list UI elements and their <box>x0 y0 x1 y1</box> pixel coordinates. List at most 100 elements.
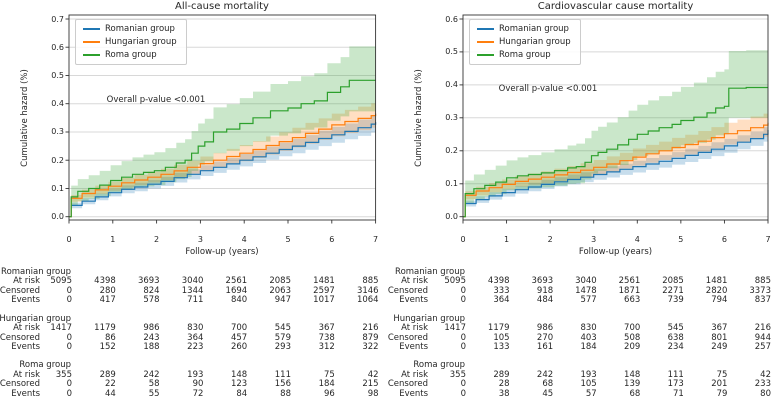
legend: Romanian group Hungarian group Roma group <box>469 19 581 65</box>
x-tick-label: 7 <box>373 235 379 244</box>
risk-table-cell: 484 <box>536 295 554 305</box>
risk-table-cell: 280 <box>99 285 116 296</box>
risk-table-cell: 293 <box>274 342 291 352</box>
x-tick-label: 4 <box>634 235 640 244</box>
y-tick-label: 0.0 <box>51 212 64 222</box>
risk-table-cell: 90 <box>192 379 204 389</box>
risk-table-cell: 545 <box>274 323 291 333</box>
risk-table-cell: 947 <box>274 295 291 305</box>
y-axis-label: Cumulative hazard (%) <box>19 69 30 167</box>
risk-table-cell: 457 <box>230 332 248 343</box>
risk-table-cell: 28 <box>498 379 510 389</box>
y-tick-label: 0.3 <box>445 113 458 123</box>
y-tick-label: 0.6 <box>445 14 458 24</box>
hazard-line-hungarian-group <box>69 113 377 218</box>
risk-table-cell: 86 <box>104 332 116 343</box>
y-tick-label: 0.1 <box>445 179 458 189</box>
risk-table-cell: 2271 <box>662 285 684 296</box>
risk-table-cell: 38 <box>498 388 510 399</box>
risk-table-cell: 42 <box>760 369 771 380</box>
risk-table-row-label: Censored <box>0 285 40 296</box>
risk-table-group-name: Romanian group <box>395 266 465 277</box>
risk-table-cell: 0 <box>460 379 466 389</box>
risk-table-cell: 88 <box>280 388 291 399</box>
risk-table-cell: 1417 <box>444 323 466 333</box>
risk-table-cell: 1344 <box>181 285 204 296</box>
risk-table-cell: 3146 <box>356 285 379 296</box>
x-tick-label: 3 <box>591 235 597 244</box>
risk-table-cell: 801 <box>711 332 728 343</box>
risk-table-cell: 156 <box>274 379 291 389</box>
risk-table-cell: 209 <box>624 342 641 352</box>
risk-table-cell: 249 <box>711 342 728 352</box>
risk-table-cell: 80 <box>760 388 771 399</box>
risk-table-cell: 3040 <box>575 276 597 286</box>
y-tick-label: 0.0 <box>445 212 458 222</box>
risk-table-cell: 111 <box>667 369 684 380</box>
chart-title-cardiovascular: Cardiovascular cause mortality <box>537 1 694 12</box>
risk-table-cell: 84 <box>236 388 248 399</box>
risk-table-cell: 216 <box>754 323 771 333</box>
risk-table-cell: 72 <box>192 388 204 399</box>
risk-table-row-label: Censored <box>0 332 40 343</box>
hazard-line-hungarian-group <box>463 122 769 218</box>
risk-table-cell: 289 <box>493 369 510 380</box>
risk-table-cell: 234 <box>667 342 684 352</box>
risk-table-row-label: Events <box>11 295 40 305</box>
risk-table-cell: 1179 <box>487 323 510 333</box>
risk-table-cell: 188 <box>143 342 160 352</box>
risk-table-cell: 1694 <box>225 285 248 296</box>
risk-table-cell: 0 <box>460 285 466 296</box>
risk-table-cell: 700 <box>624 323 641 333</box>
risk-table-cell: 0 <box>460 332 466 343</box>
risk-table-cell: 638 <box>667 332 684 343</box>
risk-table-cell: 333 <box>493 285 510 296</box>
risk-table-row-label: Events <box>399 342 428 352</box>
risk-table-group-name: Roma group <box>19 360 71 370</box>
risk-table-cell: 260 <box>230 342 248 352</box>
risk-table-cell: 322 <box>362 342 379 352</box>
risk-table-cell: 364 <box>187 332 204 343</box>
confidence-band-romanian-group <box>69 113 376 217</box>
x-tick-label: 5 <box>678 235 684 244</box>
x-axis-label: Follow-up (years) <box>578 247 653 257</box>
risk-table-cell: 830 <box>580 323 597 333</box>
x-tick-label: 2 <box>547 235 553 244</box>
risk-table-cell: 1481 <box>705 276 728 286</box>
risk-table-cell: 75 <box>716 369 728 380</box>
risk-table-cell: 0 <box>66 295 72 305</box>
risk-table-group-name: Romanian group <box>1 266 71 277</box>
x-tick-label: 5 <box>285 235 291 244</box>
y-tick-label: 0.5 <box>51 70 64 80</box>
risk-table-cell: 700 <box>230 323 248 333</box>
legend-item: Hungarian group <box>477 37 571 47</box>
y-tick-label: 0.6 <box>51 42 64 52</box>
risk-table-cell: 986 <box>536 323 554 333</box>
risk-table-cell: 508 <box>624 332 641 343</box>
hazard-line-romanian-group <box>463 130 769 218</box>
risk-table-group-name: Roma group <box>413 360 465 370</box>
legend-item: Roma group <box>477 50 571 60</box>
x-tick-label: 7 <box>765 235 771 244</box>
p-value-annotation: Overall p-value <0.001 <box>498 84 598 94</box>
risk-table-row-label: Censored <box>387 285 428 296</box>
risk-table-cell: 0 <box>66 388 72 399</box>
risk-table-cell: 663 <box>624 295 641 305</box>
risk-table-cell: 193 <box>580 369 597 380</box>
y-tick-label: 0.7 <box>51 14 64 24</box>
risk-table-cell: 257 <box>754 342 771 352</box>
legend-label: Roma group <box>105 50 157 60</box>
risk-table-cell: 68 <box>542 379 554 389</box>
risk-table-cell: 123 <box>230 379 248 389</box>
risk-table-cell: 840 <box>230 295 248 305</box>
x-tick-label: 6 <box>721 235 727 244</box>
risk-table-cell: 885 <box>754 276 771 286</box>
risk-table-cell: 579 <box>274 332 291 343</box>
risk-table-cell: 918 <box>536 285 554 296</box>
risk-table-cell: 2063 <box>269 285 291 296</box>
risk-table-cell: 215 <box>362 379 379 389</box>
risk-table-cell: 739 <box>667 295 684 305</box>
risk-table-cell: 111 <box>274 369 291 380</box>
risk-table-cell: 242 <box>536 369 554 380</box>
risk-table-cell: 133 <box>493 342 510 352</box>
